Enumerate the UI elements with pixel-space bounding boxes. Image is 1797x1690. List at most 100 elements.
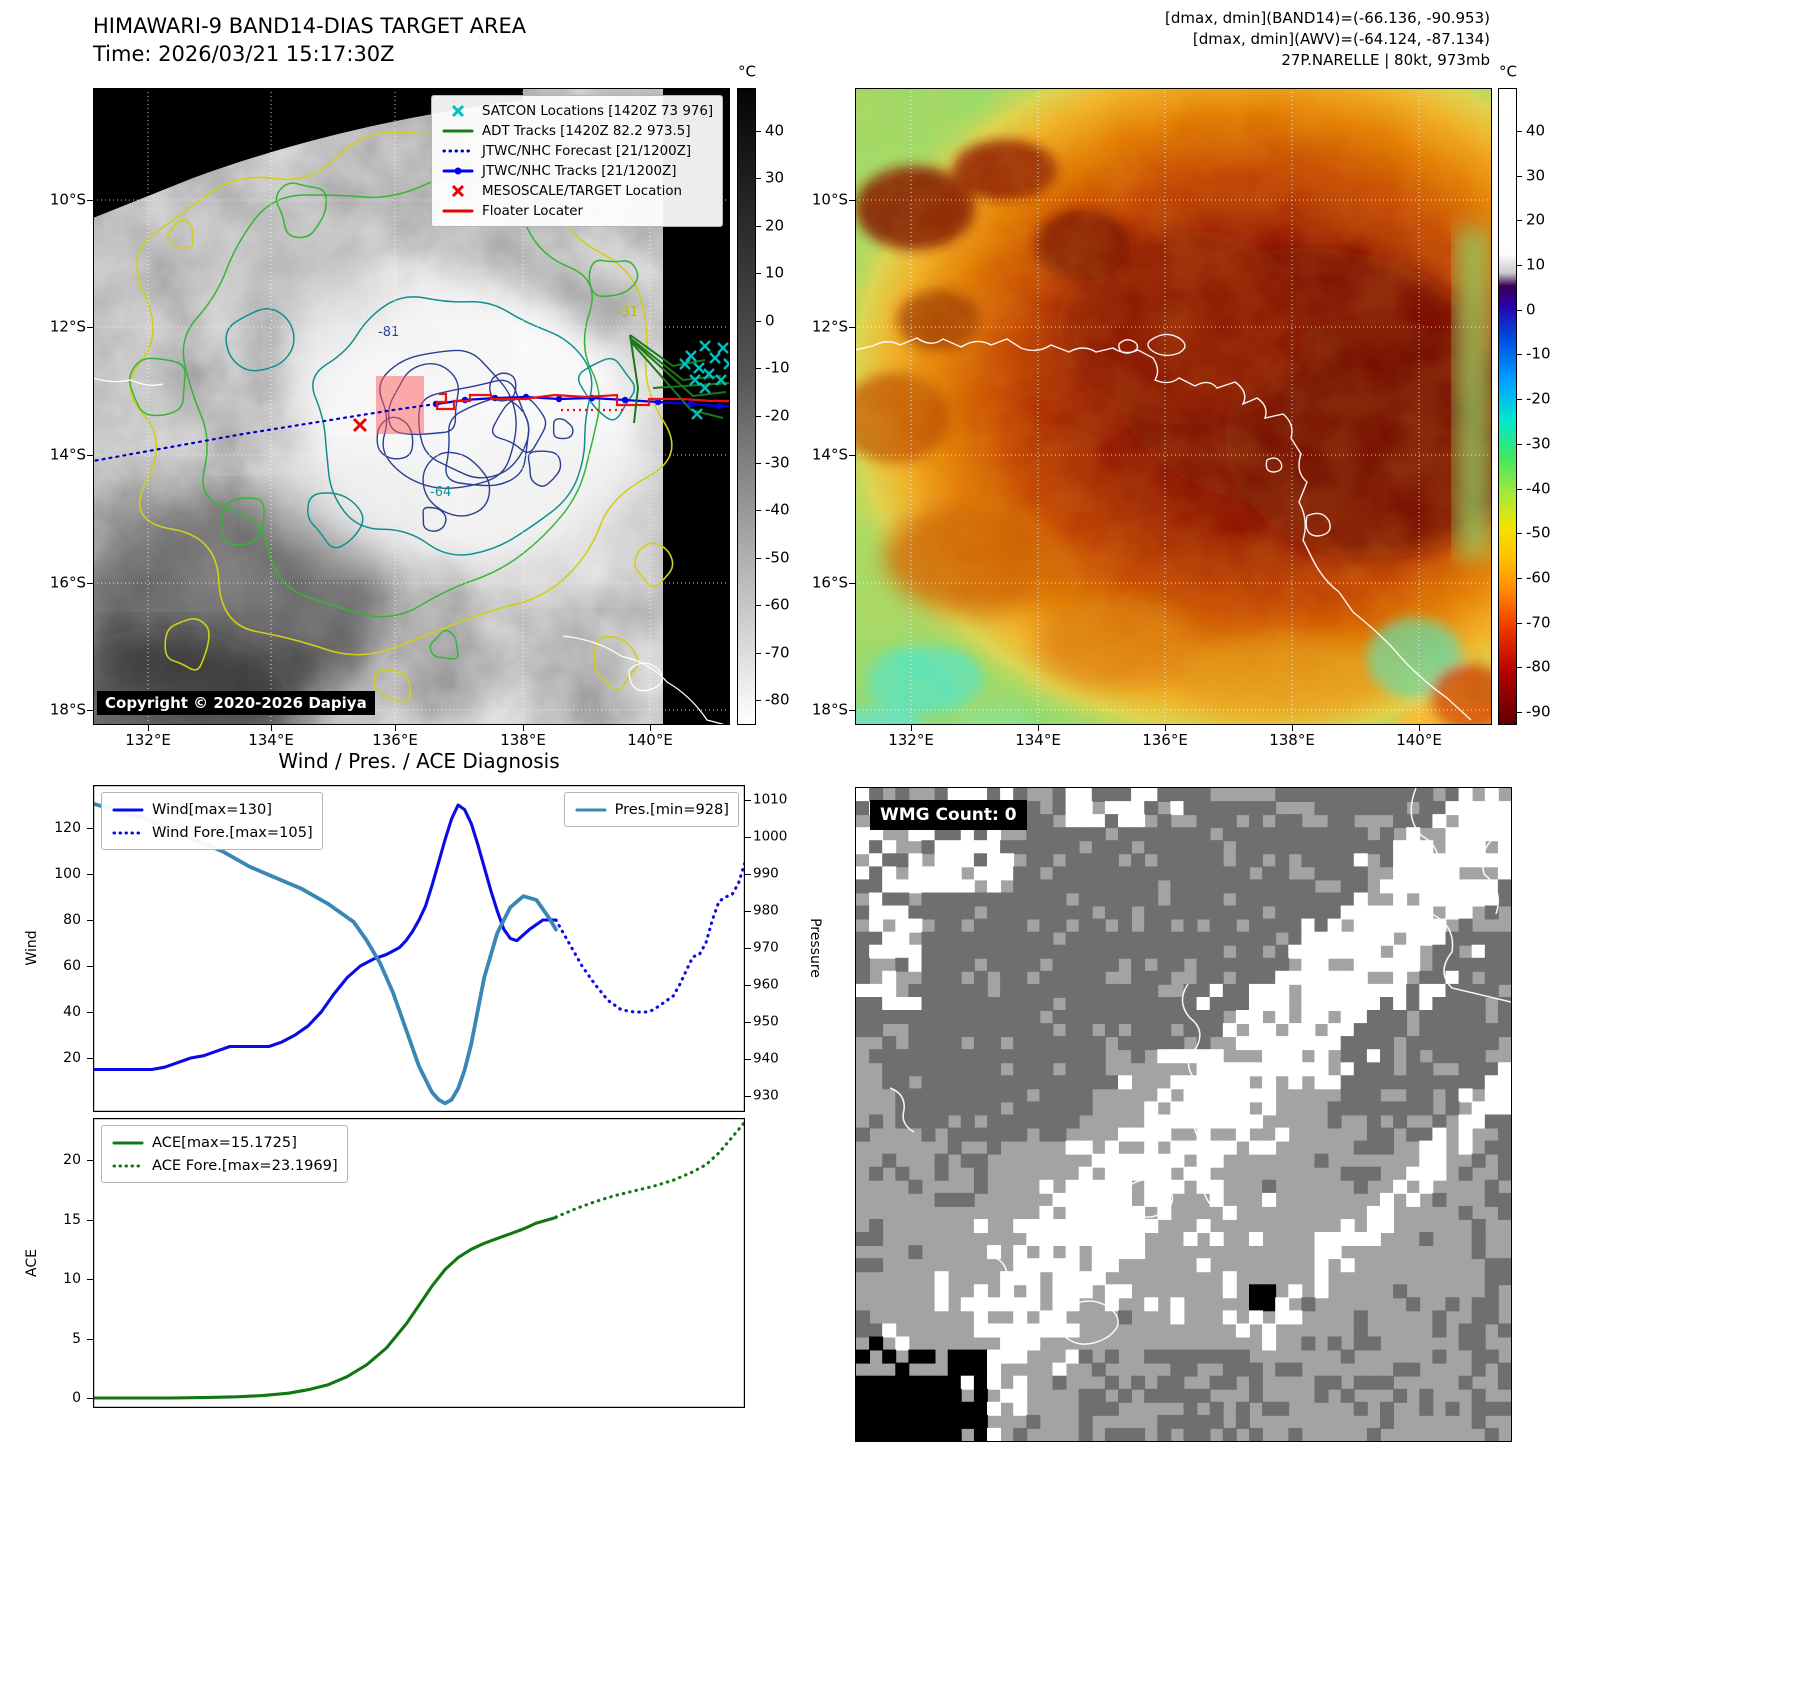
pressure-tick-label: 990 xyxy=(753,865,779,882)
axis-tick xyxy=(756,273,761,275)
axis-tick xyxy=(1517,220,1522,222)
legend-label: JTWC/NHC Tracks [21/1200Z] xyxy=(482,163,677,179)
x-legend-glyph xyxy=(441,103,475,119)
colorbar-tick-label: 0 xyxy=(1526,300,1536,319)
axis-tick xyxy=(1165,725,1166,731)
ace-chart xyxy=(93,1118,745,1408)
colorbar-tick-label: -70 xyxy=(1526,613,1551,632)
legend-item: Floater Locater xyxy=(441,201,713,221)
axis-tick xyxy=(1517,399,1522,401)
line-dot-legend-glyph xyxy=(441,163,475,179)
axis-tick xyxy=(1517,667,1522,669)
scan-edge xyxy=(93,88,523,218)
axis-tick xyxy=(87,1219,93,1221)
lat-tick-label: 18°S xyxy=(811,700,848,719)
axis-tick xyxy=(1419,725,1420,731)
colorbar-tick-label: -40 xyxy=(1526,479,1551,498)
legend-label: Pres.[min=928] xyxy=(614,801,729,818)
ace-tick-label: 10 xyxy=(63,1271,81,1287)
axis-tick xyxy=(650,725,651,731)
mesoscale-target-marker xyxy=(352,417,368,433)
lat-tick-label: 16°S xyxy=(811,573,848,592)
legend-item: JTWC/NHC Forecast [21/1200Z] xyxy=(441,141,713,161)
axis-tick xyxy=(745,837,751,838)
axis-tick xyxy=(87,874,93,875)
jtwc-forecast-track xyxy=(93,402,438,463)
colorbar-tick-label: 40 xyxy=(765,121,785,140)
wind-pressure-chart xyxy=(93,785,745,1112)
axis-tick xyxy=(756,510,761,512)
wind-tick-label: 100 xyxy=(54,866,81,882)
axis-tick xyxy=(745,1022,751,1023)
lon-tick-label: 138°E xyxy=(1269,731,1315,749)
lon-tick-label: 132°E xyxy=(125,731,171,749)
axis-tick xyxy=(1517,265,1522,267)
axis-tick xyxy=(87,828,93,829)
axis-tick xyxy=(271,725,272,731)
lat-tick-label: 10°S xyxy=(49,190,86,209)
axis-tick xyxy=(87,1279,93,1280)
series-line xyxy=(93,1215,558,1400)
axis-tick xyxy=(756,557,761,559)
lon-tick-label: 134°E xyxy=(1015,731,1061,749)
axis-tick xyxy=(87,920,93,921)
axis-tick xyxy=(1517,622,1522,624)
colorbar-tick-label: -40 xyxy=(765,500,790,519)
line-legend-glyph xyxy=(111,802,145,818)
wind-legend: Wind[max=130] Wind Fore.[max=105] xyxy=(101,792,323,850)
wind-axis-label: Wind xyxy=(24,930,40,966)
texture-overlay xyxy=(855,88,1492,725)
legend-label: Wind Fore.[max=105] xyxy=(152,824,313,841)
diagnosis-title: Wind / Pres. / ACE Diagnosis xyxy=(278,749,560,773)
legend-label: Floater Locater xyxy=(482,203,584,219)
axis-tick xyxy=(1517,175,1522,177)
contour-label: -81 xyxy=(378,325,399,340)
legend-label: SATCON Locations [1420Z 73 976] xyxy=(482,103,714,119)
colorbar-tick-label: -20 xyxy=(1526,389,1551,408)
dmax-dmin-band14: [dmax, dmin](BAND14)=(-66.136, -90.953) xyxy=(1165,9,1490,27)
legend-item: ACE Fore.[max=23.1969] xyxy=(111,1154,338,1177)
wmg-grid-image xyxy=(856,788,1511,1441)
colorbar-tick-label: -80 xyxy=(765,690,790,709)
dotted-legend-glyph xyxy=(111,825,145,841)
pressure-legend: Pres.[min=928] xyxy=(563,792,739,827)
legend-item: Pres.[min=928] xyxy=(574,798,729,821)
band14-legend: SATCON Locations [1420Z 73 976] ADT Track… xyxy=(431,95,724,227)
lon-tick-label: 140°E xyxy=(627,731,673,749)
axis-tick xyxy=(87,327,93,328)
axis-tick xyxy=(87,583,93,584)
colorbar-tick-label: -10 xyxy=(1526,344,1551,363)
lon-tick-label: 136°E xyxy=(1142,731,1188,749)
adt-tracks xyxy=(629,334,730,424)
band14-map: -81 -64 -31 xyxy=(93,88,730,725)
axis-tick xyxy=(756,462,761,464)
axis-tick xyxy=(756,131,761,132)
axis-tick xyxy=(87,1160,93,1161)
dmax-dmin-awv: [dmax, dmin](AWV)=(-64.124, -87.134) xyxy=(1192,30,1490,48)
colorbar-tick-label: -60 xyxy=(765,595,790,614)
colorbar-unit: °C xyxy=(738,62,756,81)
colorbar-tick-label: 40 xyxy=(1526,121,1546,140)
ace-legend: ACE[max=15.1725] ACE Fore.[max=23.1969] xyxy=(101,1125,348,1183)
coastline xyxy=(93,377,727,725)
colorbar-unit: °C xyxy=(1499,62,1517,81)
colorbar-tick-label: 0 xyxy=(765,311,775,330)
wmg-map: WMG Count: 0 xyxy=(855,787,1512,1442)
axis-tick xyxy=(395,725,396,731)
wind-tick-label: 80 xyxy=(63,912,81,928)
legend-label: MESOSCALE/TARGET Location xyxy=(482,183,683,199)
colorbar-tick-label: 30 xyxy=(1526,166,1546,185)
axis-tick xyxy=(87,1338,93,1340)
axis-tick xyxy=(756,368,761,370)
colorbar-tick-label: 10 xyxy=(765,263,785,282)
coastline xyxy=(889,788,1511,1345)
legend-item: Wind Fore.[max=105] xyxy=(111,821,313,844)
axis-tick xyxy=(148,725,149,731)
lat-tick-label: 16°S xyxy=(49,573,86,592)
series-line xyxy=(93,803,558,1072)
copyright-badge: Copyright © 2020-2026 Dapiya xyxy=(97,691,375,715)
axis-tick xyxy=(745,1059,751,1060)
pressure-tick-label: 940 xyxy=(753,1050,779,1067)
awv-map xyxy=(855,88,1492,725)
pressure-tick-label: 950 xyxy=(753,1013,779,1030)
